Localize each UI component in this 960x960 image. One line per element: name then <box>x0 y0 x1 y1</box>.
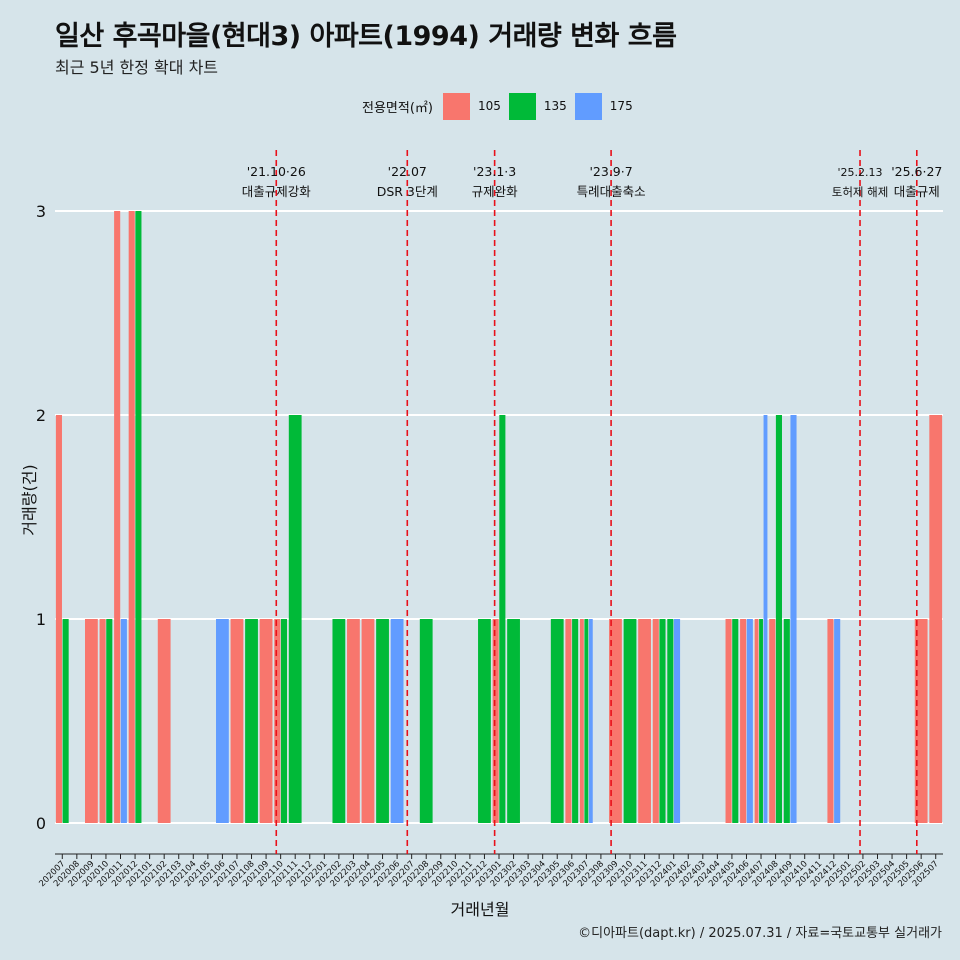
bar-202306-105 <box>565 619 572 823</box>
bar-202307-135 <box>584 619 589 823</box>
bar-202205-135 <box>376 619 389 823</box>
y-tick-label-1: 1 <box>36 610 46 629</box>
annotation-date-202110: '21.10·26 <box>247 164 306 179</box>
legend-label-175: 175 <box>609 99 633 113</box>
legend-item-135: 135 <box>508 92 567 120</box>
bar-202212-135 <box>478 619 491 823</box>
bar-202412-175 <box>834 619 841 823</box>
bar-202312-105 <box>652 619 659 823</box>
bar-202009-105 <box>84 619 98 823</box>
bar-202012-105 <box>128 211 135 823</box>
bar-202202-135 <box>332 619 346 823</box>
bar-202412-105 <box>827 619 834 823</box>
x-axis-label: 거래년월 <box>450 900 510 919</box>
bar-202301-135 <box>499 415 506 823</box>
bar-202111-135 <box>288 415 302 823</box>
legend-item-105: 105 <box>442 92 501 120</box>
annotation-date-202502: '25.2.13 <box>838 166 883 179</box>
bar-202407-135 <box>759 619 763 823</box>
legend-title: 전용면적(㎡) <box>362 100 433 116</box>
bar-202110-135 <box>280 619 288 823</box>
bar-202401-175 <box>673 619 681 823</box>
bar-202206-175 <box>390 619 404 823</box>
bar-202406-105 <box>740 619 747 823</box>
bar-202305-135 <box>550 619 564 823</box>
y-tick-label-3: 3 <box>36 202 46 221</box>
y-tick-label-2: 2 <box>36 406 46 425</box>
bar-202109-105 <box>259 619 273 823</box>
bar-202108-135 <box>245 619 258 823</box>
bar-202106-175 <box>216 619 229 823</box>
legend: 전용면적(㎡) 105 135 175 <box>362 92 641 120</box>
bar-202302-135 <box>507 619 520 823</box>
bar-202507-105 <box>929 415 943 823</box>
y-tick-label-0: 0 <box>36 814 46 833</box>
legend-label-135: 135 <box>543 99 567 113</box>
legend-item-175: 175 <box>574 92 633 120</box>
bar-202301-105 <box>492 619 499 823</box>
bar-202407-175 <box>763 415 768 823</box>
bar-202007-105 <box>55 415 62 823</box>
bar-202309-105 <box>609 619 622 823</box>
bar-202408-135 <box>775 415 782 823</box>
annotation-label-202207: DSR 3단계 <box>377 184 438 199</box>
bar-202306-135 <box>572 619 579 823</box>
annotation-label-202506: 대출규제 <box>894 184 940 199</box>
legend-swatch-175 <box>574 92 602 120</box>
annotation-date-202506: '25.6·27 <box>891 164 942 179</box>
bar-202307-105 <box>579 619 584 823</box>
bar-202401-135 <box>667 619 674 823</box>
bar-202203-105 <box>347 619 360 823</box>
bar-202011-175 <box>120 619 127 823</box>
annotation-label-202301: 규제완화 <box>472 184 519 199</box>
bar-202311-105 <box>638 619 651 823</box>
bar-202407-105 <box>754 619 759 823</box>
bar-202310-135 <box>623 619 637 823</box>
bar-202208-135 <box>419 619 433 823</box>
bar-202506-105 <box>914 619 928 823</box>
bar-202312-135 <box>659 619 666 823</box>
bar-202107-105 <box>230 619 244 823</box>
bar-202408-105 <box>769 619 776 823</box>
bar-202102-105 <box>157 619 171 823</box>
annotation-label-202309: 특례대출축소 <box>577 184 646 199</box>
source-caption: ©디아파트(dapt.kr) / 2025.07.31 / 자료=국토교통부 실… <box>578 926 942 941</box>
bar-202409-175 <box>790 415 797 823</box>
chart-subtitle: 최근 5년 한정 확대 차트 <box>55 58 219 77</box>
chart-title: 일산 후곡마을(현대3) 아파트(1994) 거래량 변화 흐름 <box>55 21 677 52</box>
bar-202010-135 <box>106 619 113 823</box>
bar-202012-135 <box>135 211 142 823</box>
legend-label-105: 105 <box>477 99 501 113</box>
annotation-date-202207: '22.07 <box>388 164 427 179</box>
annotation-label-202502: 토허제 해제 <box>832 185 889 199</box>
bar-202007-135 <box>62 619 69 823</box>
annotation-date-202309: '23.9·7 <box>589 164 632 179</box>
bar-202405-105 <box>725 619 732 823</box>
annotation-date-202301: '23.1·3 <box>473 164 516 179</box>
bar-202409-135 <box>783 619 790 823</box>
bar-202406-175 <box>746 619 753 823</box>
annotation-label-202110: 대출규제강화 <box>242 184 312 199</box>
legend-swatch-105 <box>442 92 470 120</box>
bar-202405-135 <box>732 619 739 823</box>
bar-202307-175 <box>588 619 593 823</box>
bar-202110-105 <box>274 619 281 823</box>
bar-202010-105 <box>99 619 106 823</box>
legend-swatch-135 <box>508 92 536 120</box>
y-axis-label: 거래량(건) <box>20 464 39 536</box>
bar-202011-105 <box>114 211 121 823</box>
bar-202204-105 <box>361 619 375 823</box>
